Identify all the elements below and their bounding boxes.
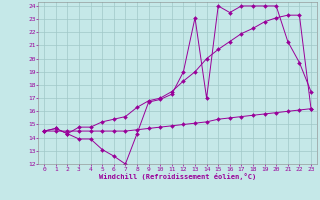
X-axis label: Windchill (Refroidissement éolien,°C): Windchill (Refroidissement éolien,°C) xyxy=(99,173,256,180)
